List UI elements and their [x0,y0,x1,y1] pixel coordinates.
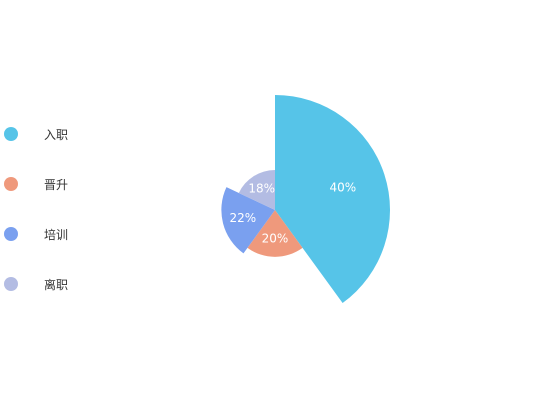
legend-dot-jinsheng [4,177,18,191]
legend-dot-peixun [4,227,18,241]
slice-data-label: 40% [329,180,356,194]
slice-4[interactable] [238,170,275,210]
slice-data-label: 18% [248,182,275,196]
legend-label: 入职 [44,127,69,142]
legend-item-jinsheng[interactable]: 晋升 [4,174,68,194]
slice-data-label: 20% [262,232,289,246]
legend-dot-lizhi [4,277,18,291]
legend-item-peixun[interactable]: 培训 [4,224,68,244]
legend-label: 培训 [44,227,69,242]
legend-label: 晋升 [44,177,69,192]
slice-1[interactable] [275,95,391,304]
legend-item-lizhi[interactable]: 离职 [4,274,68,294]
legend-label: 离职 [44,277,69,292]
legend-item-ruzhi[interactable]: 入职 [4,124,68,144]
slice-3[interactable] [221,187,275,254]
legend-dot-ruzhi [4,127,18,141]
slice-2[interactable] [247,210,303,257]
slice-data-label: 22% [229,211,256,225]
chart-legend: 入职 晋升 培训 离职 [0,0,120,420]
